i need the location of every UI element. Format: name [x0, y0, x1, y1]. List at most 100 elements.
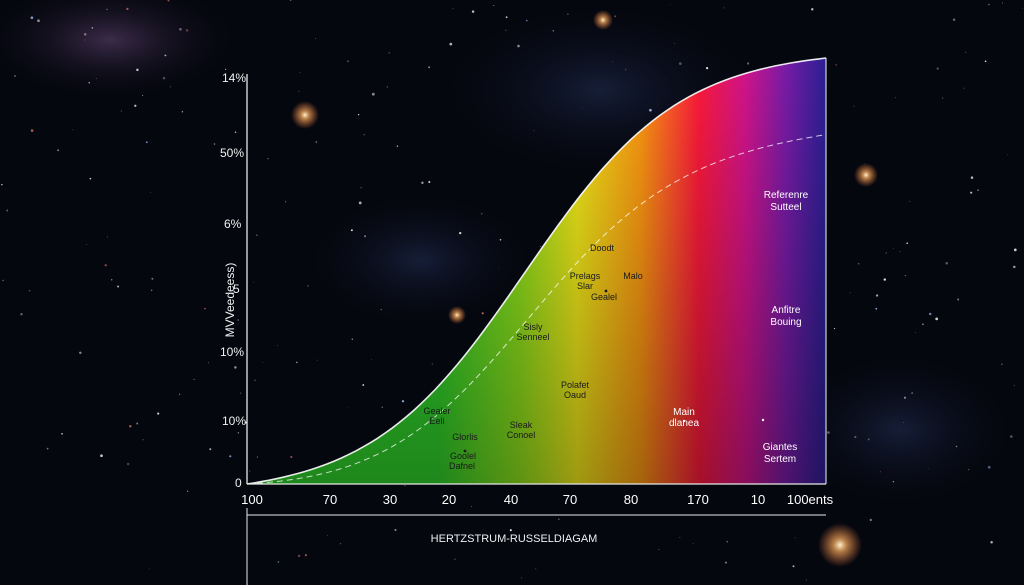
star	[705, 66, 709, 70]
star	[371, 359, 372, 360]
star	[253, 282, 255, 283]
star	[126, 7, 129, 11]
star	[535, 568, 537, 570]
star	[396, 145, 399, 147]
star	[225, 68, 227, 70]
star	[811, 8, 814, 11]
star	[1013, 265, 1016, 269]
x-tick-label: 30	[383, 492, 397, 507]
star	[892, 248, 894, 249]
glowing-star	[291, 101, 319, 129]
star	[1022, 7, 1023, 9]
star	[388, 52, 391, 54]
star	[106, 8, 108, 10]
star	[95, 77, 97, 79]
star	[904, 274, 906, 276]
star	[533, 130, 535, 132]
star	[875, 294, 879, 297]
star	[1, 184, 3, 186]
star	[254, 379, 256, 381]
star	[883, 278, 886, 281]
star	[88, 82, 90, 84]
star	[348, 407, 349, 408]
star	[927, 468, 929, 469]
star	[906, 242, 909, 245]
star	[30, 16, 34, 20]
annotation-label: Sleak	[510, 420, 533, 430]
star	[805, 579, 807, 581]
star	[521, 577, 522, 579]
star	[363, 134, 365, 136]
annotation-label: Dafnel	[449, 461, 475, 471]
star	[404, 485, 406, 487]
star	[452, 7, 454, 9]
star	[498, 267, 500, 269]
star	[185, 29, 189, 32]
star	[100, 454, 103, 458]
glowing-star	[854, 163, 878, 187]
x-tick-label: 10	[751, 492, 765, 507]
star	[129, 424, 132, 428]
star	[1009, 435, 1013, 438]
curve-outline	[246, 57, 827, 485]
star	[899, 251, 901, 252]
star	[339, 542, 342, 545]
star	[277, 345, 278, 347]
star	[277, 561, 280, 563]
star	[134, 104, 137, 107]
star	[386, 86, 388, 88]
annotation-label: Conoel	[507, 430, 536, 440]
star	[857, 262, 860, 265]
star	[299, 71, 301, 73]
star	[362, 384, 365, 386]
dashed-curve	[246, 134, 827, 485]
star	[145, 141, 148, 144]
star	[72, 129, 74, 131]
x-tick-label: 100	[241, 492, 263, 507]
star	[295, 361, 298, 364]
star	[162, 77, 166, 80]
star	[421, 181, 424, 184]
annotation-label: Eeli	[429, 416, 444, 426]
star	[1002, 2, 1003, 4]
star	[249, 470, 251, 472]
y-tick-label: 5	[233, 282, 240, 296]
star	[526, 19, 528, 22]
star	[61, 433, 63, 435]
x-tick-label: 40	[504, 492, 518, 507]
annotation-label: Senneel	[516, 332, 549, 342]
star	[267, 158, 269, 160]
star	[297, 554, 301, 558]
star	[459, 231, 462, 235]
star	[915, 332, 916, 333]
x-tick-label: 100ents	[787, 492, 834, 507]
star	[880, 471, 881, 473]
star	[892, 480, 895, 483]
star	[89, 177, 92, 180]
star	[517, 44, 520, 48]
star	[290, 455, 293, 459]
annotation-marker	[682, 419, 686, 423]
annotation-label: Polafet	[561, 380, 590, 390]
star	[371, 92, 375, 96]
star	[869, 518, 872, 522]
star	[481, 312, 484, 315]
annotation-label: Prelags	[570, 271, 601, 281]
star	[471, 10, 475, 13]
star	[136, 422, 139, 425]
star	[658, 549, 660, 550]
x-tick-label: 70	[563, 492, 577, 507]
star	[307, 285, 309, 287]
star	[157, 412, 160, 415]
y-tick-label: 14%	[222, 71, 246, 85]
star	[237, 432, 240, 434]
star	[614, 15, 617, 18]
star	[57, 149, 59, 152]
star	[234, 131, 237, 133]
star	[625, 69, 627, 71]
annotation-label: Bouing	[770, 317, 801, 328]
annotation-label: Gealel	[591, 292, 617, 302]
star	[91, 27, 94, 29]
star	[2, 279, 4, 282]
